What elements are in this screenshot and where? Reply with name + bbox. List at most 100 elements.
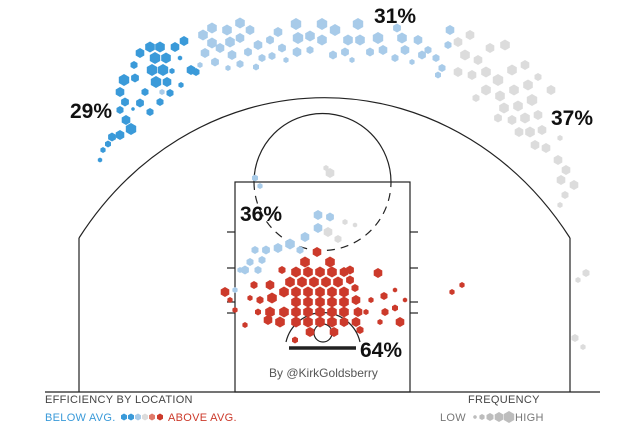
hex-paint bbox=[346, 265, 354, 275]
legend-efficiency-swatch bbox=[135, 413, 141, 421]
hex-paint bbox=[373, 268, 383, 278]
hex-paint bbox=[395, 317, 405, 327]
hex-top bbox=[329, 24, 341, 36]
hex-top bbox=[258, 54, 266, 62]
hex-top bbox=[393, 23, 401, 33]
hex-mid bbox=[342, 219, 348, 225]
hex-right bbox=[523, 79, 533, 91]
hex-paint bbox=[402, 297, 408, 303]
hex-left bbox=[161, 52, 171, 64]
hex-paint bbox=[250, 281, 258, 289]
hex-left bbox=[136, 98, 144, 108]
hex-left bbox=[131, 73, 139, 83]
hex-paint bbox=[459, 282, 465, 288]
hex-top bbox=[349, 57, 355, 63]
hex-paint bbox=[279, 306, 289, 318]
hex-right bbox=[507, 64, 517, 76]
hex-paint bbox=[297, 276, 307, 288]
hex-paint bbox=[303, 286, 313, 298]
hex-right bbox=[533, 110, 543, 120]
hex-paint bbox=[291, 306, 301, 318]
hex-right bbox=[561, 191, 569, 199]
hex-paint bbox=[327, 306, 337, 318]
legend-frequency-swatch bbox=[473, 415, 477, 419]
hex-paint bbox=[315, 286, 325, 298]
legend-efficiency-swatch bbox=[149, 413, 155, 421]
hex-left bbox=[121, 115, 131, 125]
hex-right bbox=[453, 37, 463, 47]
legend-efficiency-title: EFFICIENCY BY LOCATION bbox=[45, 394, 193, 406]
hex-paint bbox=[346, 275, 354, 285]
legend-efficiency-swatch bbox=[121, 413, 127, 421]
hex-right bbox=[546, 85, 556, 95]
hex-left bbox=[177, 55, 183, 61]
hex-right bbox=[575, 277, 581, 283]
hex-right bbox=[520, 60, 530, 70]
hex-right bbox=[473, 55, 483, 65]
hex-left bbox=[146, 108, 154, 116]
hex-top bbox=[253, 40, 263, 50]
hex-paint bbox=[356, 326, 364, 334]
three-point-arc bbox=[78, 97, 571, 239]
hex-left bbox=[115, 130, 125, 140]
hex-right bbox=[557, 202, 563, 208]
hex-paint bbox=[227, 297, 233, 303]
hex-left bbox=[105, 140, 111, 148]
legend-efficiency-swatch bbox=[157, 413, 163, 421]
zone-label-right-wing: 37% bbox=[551, 107, 593, 130]
hex-right bbox=[526, 94, 538, 106]
hex-left bbox=[108, 132, 116, 142]
hex-top bbox=[352, 18, 364, 30]
free-throw-circle-bottom bbox=[253, 181, 392, 252]
hex-paint bbox=[329, 327, 339, 337]
hex-top bbox=[292, 47, 302, 57]
hex-top bbox=[329, 50, 337, 60]
hex-paint bbox=[339, 286, 349, 298]
hex-left bbox=[149, 52, 161, 64]
hex-top bbox=[432, 54, 440, 62]
hex-right bbox=[553, 155, 563, 165]
hex-top bbox=[290, 18, 302, 30]
hex-paint bbox=[449, 289, 455, 295]
hex-paint bbox=[377, 319, 383, 325]
hex-paint bbox=[351, 295, 361, 305]
hex-right bbox=[460, 49, 470, 61]
hex-paint bbox=[381, 308, 389, 316]
hex-mid bbox=[300, 232, 310, 242]
hex-paint bbox=[315, 296, 325, 308]
hex-right bbox=[534, 73, 542, 81]
hex-paint bbox=[339, 306, 349, 318]
hex-top bbox=[397, 32, 407, 44]
hex-mid bbox=[251, 246, 259, 254]
hex-paint bbox=[368, 297, 374, 303]
hex-top bbox=[424, 46, 432, 54]
hex-left bbox=[159, 89, 165, 95]
hex-top bbox=[400, 45, 410, 55]
hex-top bbox=[222, 24, 232, 36]
hex-mid bbox=[246, 258, 254, 266]
hex-right bbox=[465, 30, 475, 40]
hex-paint bbox=[267, 292, 277, 304]
hex-left bbox=[100, 147, 106, 153]
legend-frequency-swatch bbox=[479, 414, 485, 420]
hex-top bbox=[438, 64, 446, 72]
hex-left bbox=[118, 74, 130, 86]
hex-top bbox=[197, 62, 203, 68]
hex-left bbox=[131, 107, 135, 111]
hoop bbox=[313, 323, 333, 343]
hex-right bbox=[569, 180, 579, 190]
hex-mid bbox=[296, 246, 304, 254]
legend-above-label: ABOVE AVG. bbox=[168, 412, 237, 424]
hex-paint bbox=[256, 296, 264, 304]
hex-left bbox=[145, 41, 155, 53]
hex-left bbox=[125, 123, 137, 135]
hex-mid bbox=[352, 222, 358, 228]
hex-right bbox=[514, 127, 524, 137]
hex-mid bbox=[237, 267, 243, 273]
hex-top bbox=[207, 22, 217, 34]
hex-paint bbox=[303, 296, 313, 308]
hex-right bbox=[485, 43, 495, 53]
hex-left bbox=[121, 97, 129, 107]
hex-mid bbox=[325, 168, 335, 178]
hex-right bbox=[561, 165, 571, 175]
